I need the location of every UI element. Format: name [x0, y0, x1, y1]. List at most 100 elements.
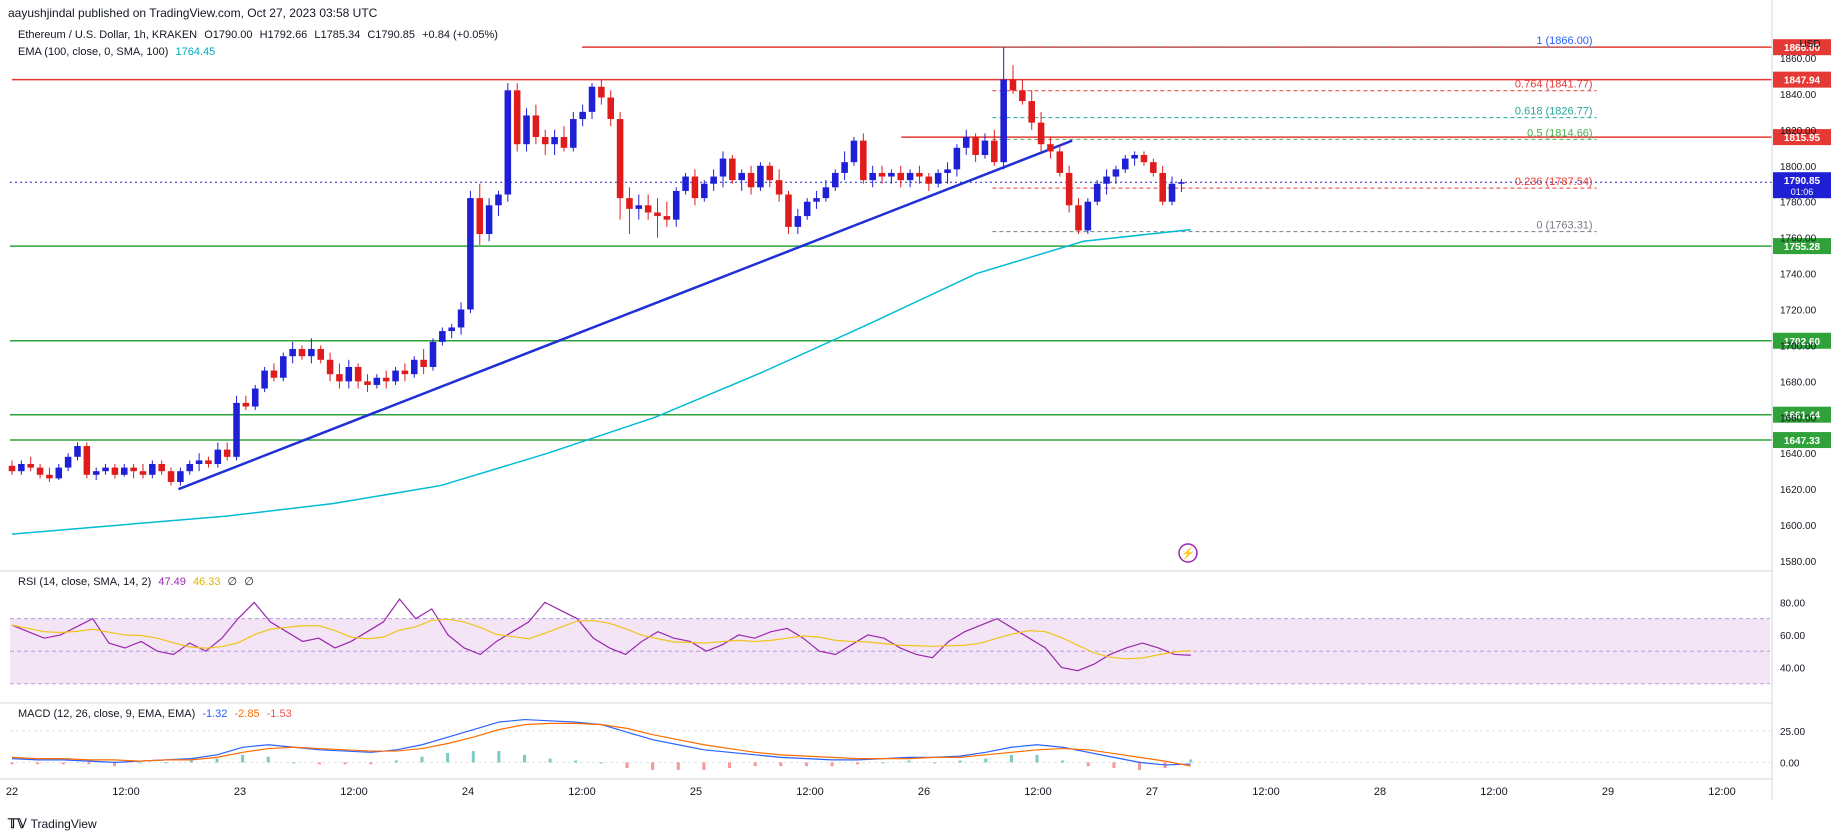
- ema-value: 1764.45: [175, 46, 216, 58]
- candle-body: [401, 370, 409, 375]
- macd-hist-bar: [804, 762, 808, 767]
- time-tick-label: 12:00: [112, 786, 140, 798]
- rsi-tick-label: 40.00: [1780, 663, 1805, 674]
- candle-body: [280, 356, 287, 378]
- candle-body: [1121, 158, 1129, 170]
- resistance-tag-label: 1866.00: [1784, 43, 1821, 54]
- macd-hist-bar: [420, 756, 424, 763]
- candle-body: [345, 366, 353, 382]
- candle-body: [541, 137, 549, 145]
- candle-body: [523, 115, 530, 145]
- time-tick-label: 12:00: [1252, 786, 1280, 798]
- candle-body: [850, 140, 858, 163]
- candle-body: [635, 205, 643, 209]
- macd-hist-bar: [241, 754, 245, 763]
- candle-body: [953, 147, 961, 170]
- fib-label: 0.5 (1814.66): [1527, 127, 1592, 139]
- rsi-series: [11, 598, 1191, 672]
- candle-body: [457, 309, 465, 328]
- low-value: L1785.34: [314, 29, 361, 41]
- lightning-icon: [1178, 543, 1198, 563]
- legend-ema: EMA (100, close, 0, SMA, 100) 1764.45: [18, 46, 219, 58]
- candle-body: [485, 205, 493, 235]
- fib-label: 0.618 (1826.77): [1515, 106, 1593, 118]
- time-axis: 22 12:00 23 12:00 24 12:00 25 12:00 26 12:00 27 12:…: [6, 786, 1736, 798]
- candle-body: [8, 465, 16, 472]
- candle-body: [326, 359, 334, 375]
- candle-body: [532, 115, 540, 138]
- candle-body: [897, 172, 905, 181]
- fib-label: 0.236 (1787.54): [1515, 176, 1593, 188]
- price-tick-label: 1620.00: [1780, 485, 1817, 496]
- trendline: [177, 139, 1073, 491]
- candle-body: [1150, 162, 1157, 173]
- horizontal-levels: 1755.28 1702.60 1661.44 1647.33 1847.94 1815.…: [10, 39, 1831, 449]
- candle-body: [504, 90, 512, 195]
- candle-body: [701, 183, 708, 199]
- symbol-label: Ethereum / U.S. Dollar, 1h, KRAKEN: [18, 29, 198, 41]
- time-tick-label: 28: [1374, 786, 1386, 798]
- candle-body: [18, 464, 25, 472]
- time-tick-label: 12:00: [1480, 786, 1508, 798]
- candle-body: [27, 464, 34, 468]
- time-tick-label: 12:00: [568, 786, 596, 798]
- publish-line: aayushjindal published on TradingView.co…: [8, 6, 378, 20]
- price-tick-label: 1800.00: [1780, 162, 1817, 173]
- candle-body: [1075, 205, 1082, 231]
- tradingview-logo-icon: 𝕋𝕍: [8, 816, 27, 831]
- rsi-ma-series: [11, 618, 1191, 660]
- macd-hist-bar: [343, 762, 347, 765]
- macd-hist-bar: [830, 762, 834, 767]
- candle-body: [822, 187, 830, 199]
- candle-body: [841, 162, 848, 173]
- rsi-label: RSI (14, close, SMA, 14, 2): [18, 576, 152, 588]
- candle-body: [242, 402, 250, 407]
- fibonacci-retracement: 1 (1866.00) 0.764 (1841.77) 0.618 (1826.77…: [992, 35, 1597, 233]
- candle-body: [860, 140, 867, 181]
- macd-hist-bar: [1112, 762, 1116, 769]
- candle-body: [83, 446, 91, 475]
- candle-body: [354, 366, 362, 382]
- legend-rsi: RSI (14, close, SMA, 14, 2) 47.49 46.33 …: [18, 575, 258, 588]
- candle-body: [934, 172, 942, 184]
- price-tick-label: 1840.00: [1780, 90, 1817, 101]
- candle-body: [177, 471, 184, 482]
- macd-hist-bar: [523, 754, 527, 763]
- macd-hist-bar: [292, 762, 296, 764]
- macd-hist-bar: [138, 762, 142, 764]
- candle-body: [513, 90, 521, 145]
- rsi-panel: 80.00 60.00 40.00: [10, 598, 1805, 685]
- macd-hist-bar: [599, 762, 603, 764]
- price-tick-label: 1820.00: [1780, 126, 1817, 137]
- macd-tick-label: 25.00: [1780, 727, 1805, 738]
- candle-body: [644, 205, 652, 213]
- macd-hist-bar: [189, 760, 193, 763]
- candle-body: [1093, 183, 1101, 202]
- macd-hist-bar: [881, 762, 885, 764]
- candle-body: [682, 176, 689, 191]
- candle-body: [1159, 172, 1166, 202]
- candle-body: [46, 474, 53, 479]
- macd-hist-bar: [984, 758, 988, 763]
- current-price-label: 1790.85: [1784, 176, 1821, 187]
- time-tick-label: 25: [690, 786, 702, 798]
- macd-hist-bar: [907, 760, 911, 763]
- candle-body: [775, 180, 783, 195]
- candle-body: [991, 140, 998, 163]
- support-tag: [1773, 432, 1831, 449]
- fib-label: 0.764 (1841.77): [1515, 79, 1593, 91]
- rsi-ma-value: 46.33: [192, 576, 221, 588]
- candle-body: [111, 467, 119, 475]
- candle-body: [74, 446, 81, 457]
- candle-body: [195, 460, 203, 464]
- candle-body: [869, 172, 876, 181]
- footer-brand: TradingView: [30, 817, 97, 831]
- candle-body: [1019, 90, 1026, 102]
- macd-tick-label: 0.00: [1780, 758, 1800, 769]
- candle-body: [495, 194, 502, 206]
- candle-body: [710, 176, 717, 184]
- support-tag-label: 1661.44: [1784, 411, 1821, 422]
- candle-body: [364, 381, 371, 385]
- candle-body: [1084, 201, 1092, 231]
